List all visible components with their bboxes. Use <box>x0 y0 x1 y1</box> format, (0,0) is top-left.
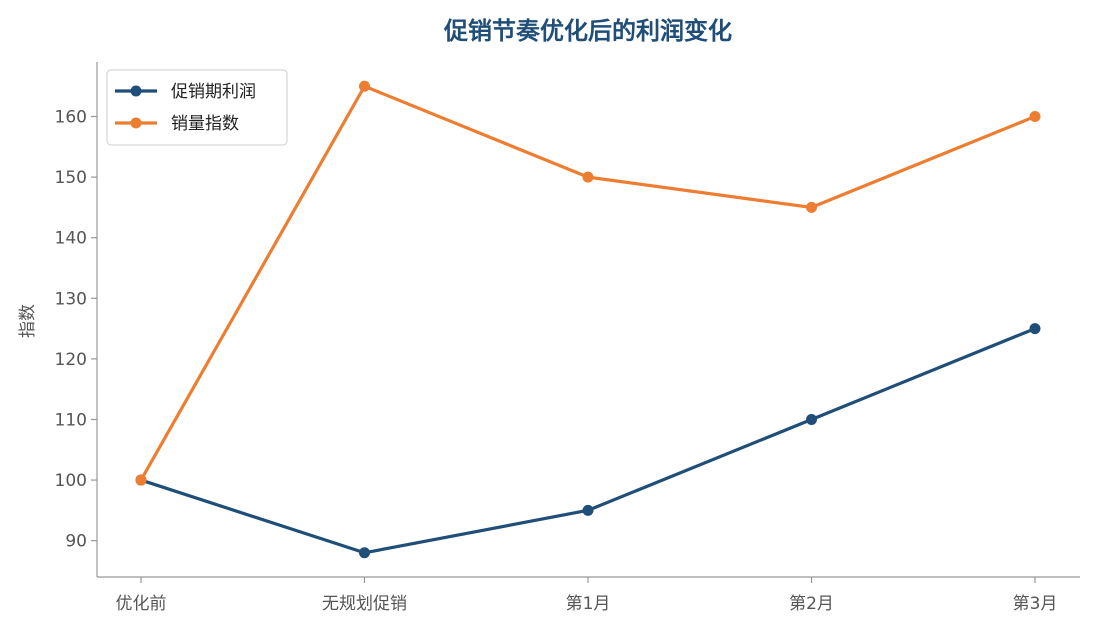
data-point <box>582 504 594 516</box>
legend-label: 促销期利润 <box>171 82 256 102</box>
data-point <box>806 201 817 213</box>
x-tick-label: 无规划促销 <box>322 594 407 614</box>
x-tick-label: 第3月 <box>1013 594 1058 614</box>
y-tick-label: 100 <box>55 471 87 491</box>
data-point <box>582 171 594 183</box>
y-tick-label: 110 <box>55 410 87 430</box>
y-tick-label: 130 <box>55 289 87 309</box>
chart-title: 促销节奏优化后的利润变化 <box>443 17 732 45</box>
y-tick-label: 90 <box>65 532 87 552</box>
data-point <box>1029 323 1041 335</box>
legend-marker <box>130 117 142 129</box>
y-tick-label: 150 <box>55 168 87 188</box>
data-point <box>1029 111 1041 123</box>
y-tick-label: 140 <box>55 229 87 249</box>
legend-marker <box>130 85 142 97</box>
legend-item: 促销期利润 <box>115 82 256 102</box>
legend-item: 销量指数 <box>115 114 239 134</box>
series-2 <box>135 80 1041 486</box>
y-tick-label: 120 <box>55 350 87 370</box>
series-1 <box>135 323 1041 559</box>
y-tick-label: 160 <box>55 108 87 128</box>
series-line <box>140 327 1036 555</box>
legend-label: 销量指数 <box>171 114 239 134</box>
x-tick-label: 第2月 <box>789 594 834 614</box>
legend-box <box>106 69 288 146</box>
x-tick-label: 优化前 <box>116 594 167 614</box>
y-axis-label: 指数 <box>18 304 38 338</box>
data-point <box>806 413 817 425</box>
data-point <box>135 474 147 486</box>
y-axis-ticks: 90 100 110 120 130 140 150 160 <box>55 108 97 552</box>
x-tick-label: 第1月 <box>566 594 611 614</box>
x-axis-ticks: 优化前 无规划促销 第1月 第2月 第3月 <box>116 577 1058 614</box>
series-layer <box>135 80 1041 559</box>
data-point <box>359 80 370 92</box>
data-point <box>359 547 370 559</box>
